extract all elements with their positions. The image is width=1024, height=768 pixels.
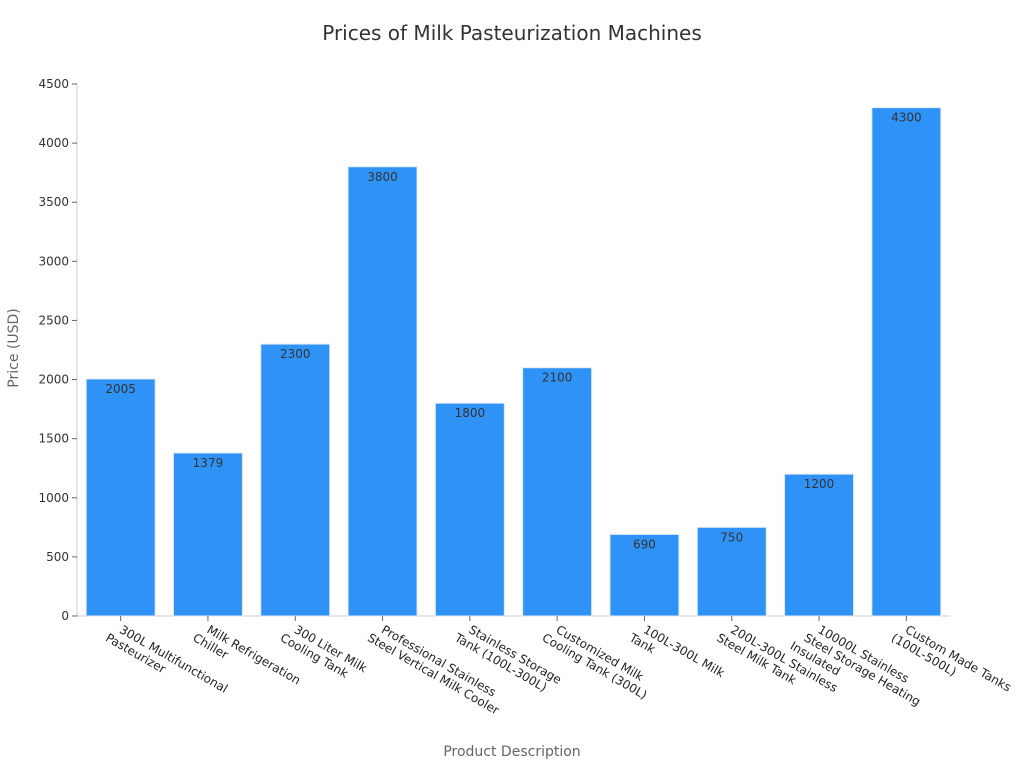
bar [784,473,855,617]
y-tick-label: 2000 [38,373,69,387]
bar-value-label: 4300 [891,111,922,125]
x-tick-label-line: 100L-300L Milk [641,622,727,680]
y-tick-label: 3000 [38,254,69,268]
y-tick-label: 0 [61,609,69,623]
bar [260,343,331,617]
y-tick-label: 1500 [38,432,69,446]
y-tick-label: 2500 [38,313,69,327]
bar [522,367,593,617]
bar [85,378,156,617]
bar [434,402,505,617]
x-tick-label: Customized MilkCooling Tank (300L) [540,618,657,702]
bar-value-label: 1200 [804,477,835,491]
y-tick-label: 3500 [38,195,69,209]
bar [609,533,680,617]
y-tick-label: 4000 [38,136,69,150]
y-tick-label: 1000 [38,491,69,505]
bar-value-label: 2100 [542,371,573,385]
bar-value-label: 1800 [455,406,486,420]
plot-area: 0 500 1000 1500 2000 2500 3000 3500 4000 4500 2005… [38,77,1013,717]
bar [347,166,418,617]
y-tick-label: 4500 [38,77,69,91]
chart-title: Prices of Milk Pasteurization Machines [322,21,702,45]
x-tick-label: 100L-300L MilkTank [626,618,727,692]
bar [172,452,243,617]
x-axis-label: Product Description [443,744,580,760]
bar-value-label: 750 [720,530,743,544]
bar-value-label: 2005 [105,382,136,396]
bar-value-label: 3800 [367,170,398,184]
bar-value-label: 2300 [280,347,311,361]
bar-value-label: 1379 [193,456,224,470]
y-axis-label: Price (USD) [6,308,22,387]
y-tick-label: 500 [46,550,69,564]
bar [871,107,942,617]
bar-value-label: 690 [633,537,656,551]
bar [696,526,767,617]
